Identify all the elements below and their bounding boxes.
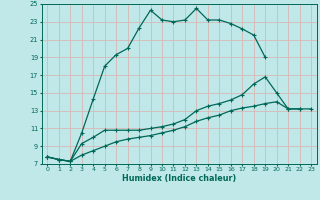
- X-axis label: Humidex (Indice chaleur): Humidex (Indice chaleur): [122, 174, 236, 183]
